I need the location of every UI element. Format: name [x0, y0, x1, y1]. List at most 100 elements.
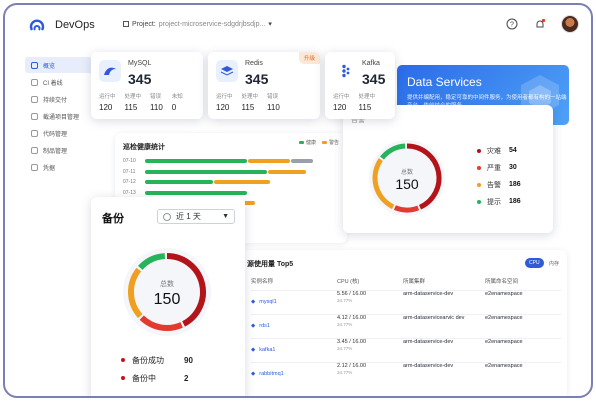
resource-usage-panel: 源使用量 Top5: [241, 250, 567, 396]
service-count: 345: [245, 71, 269, 87]
kafka-logo-icon: [333, 60, 355, 82]
instance-link[interactable]: ◆ rds1: [251, 315, 337, 336]
service-card-mysql[interactable]: MySQL 345 运行中 120 处理中 115 错误 110 未知 0: [91, 52, 203, 119]
backup-item: 备份成功 90: [121, 351, 193, 369]
chevron-down-icon: ▼: [222, 213, 229, 220]
sidebar-item-ci[interactable]: CI 着线: [25, 74, 95, 90]
namespace-cell: e2enamespace: [485, 315, 523, 321]
project-label: Project:: [132, 20, 156, 28]
time-range-select[interactable]: 近 1 天 ▼: [157, 209, 235, 224]
column-header: 实例名称: [251, 279, 274, 285]
brand-name: DevOps: [55, 19, 95, 31]
cpu-cell: 3.45 / 16.00 34.77%: [337, 339, 367, 351]
bar-healthy: [145, 159, 247, 163]
donut-segment: [380, 143, 406, 160]
instance-link[interactable]: ◆ rabbitmq1: [251, 363, 337, 384]
mysql-icon: ◆: [251, 298, 256, 305]
redis-icon: ◆: [251, 322, 256, 329]
row-label: 07-10: [123, 158, 136, 164]
service-stats: 运行中 120 处理中 115 错误 110: [216, 94, 280, 112]
alarms-legend: 灾难 54 严重 30 告警 186 提示 186: [477, 142, 521, 210]
alarm-item: 提示 186: [477, 193, 521, 210]
time-range-value: 近 1 天: [176, 212, 201, 221]
toggle-memory[interactable]: 内存: [549, 261, 560, 267]
alarms-total-label: 总数: [401, 168, 413, 176]
instance-name[interactable]: kafka1: [259, 346, 276, 353]
sidebar-item-projects[interactable]: 截通项目管理: [25, 108, 95, 124]
service-count: 345: [128, 71, 152, 87]
bar-healthy: [145, 169, 268, 174]
donut-segment: [138, 253, 166, 271]
alarm-item: 严重 30: [477, 159, 521, 176]
backup-donut-chart: 总数 150: [123, 248, 211, 336]
table-row[interactable]: ◆ rabbitmq1 2.12 / 16.00 34.77% arm-datase…: [251, 362, 561, 384]
help-icon[interactable]: ?: [505, 17, 519, 31]
instance-link[interactable]: ◆ kafka1: [251, 339, 337, 360]
instance-link[interactable]: ◆ mysql1: [251, 291, 337, 312]
sidebar-item-delivery[interactable]: 持续交付: [25, 91, 95, 107]
bar-warning: [268, 169, 307, 174]
upgrade-badge[interactable]: 升级: [298, 52, 320, 64]
instance-name[interactable]: rds1: [259, 322, 270, 329]
project-icon: [31, 112, 38, 120]
instance-name[interactable]: mysql1: [259, 298, 277, 305]
cpu-cell: 5.56 / 16.00 34.77%: [337, 291, 367, 303]
sidebar-item-label: 持续交付: [43, 97, 68, 104]
instance-name[interactable]: rabbitmq1: [259, 370, 284, 377]
bar-warning: [248, 159, 291, 163]
alarms-total-value: 150: [395, 176, 419, 192]
service-name: Kafka: [362, 60, 380, 67]
mysql-logo-icon: [99, 60, 121, 82]
sidebar-item-credentials[interactable]: 凭据: [25, 159, 95, 175]
resource-table-header: 实例名称 CPU (核) 所属集群 所属命名空间: [251, 277, 561, 285]
sidebar-item-artifacts[interactable]: 制品管理: [25, 142, 95, 158]
namespace-cell: e2enamespace: [485, 291, 523, 297]
bar-healthy: [145, 190, 247, 195]
bell-icon[interactable]: [533, 17, 547, 31]
table-row[interactable]: ◆ rds1 4.12 / 16.00 34.77% arm-dataservice…: [251, 314, 561, 336]
sidebar-item-label: 截通项目管理: [43, 114, 80, 121]
rabbitmq-icon: ◆: [251, 370, 256, 377]
kafka-icon: ◆: [251, 346, 256, 353]
artifact-icon: [31, 146, 38, 154]
column-header: 所属集群: [403, 279, 426, 285]
backup-total-value: 150: [154, 291, 181, 308]
sidebar-item-label: 代码管理: [43, 131, 68, 138]
health-title: 巡检健康统计: [123, 144, 165, 151]
bar-unknown: [291, 159, 313, 163]
sidebar-item-overview[interactable]: 概览: [25, 57, 95, 73]
project-icon: [123, 21, 129, 27]
project-value: project-microservice-sdgdrjbsdjp...: [158, 20, 266, 28]
user-avatar[interactable]: [561, 15, 579, 33]
sidebar: 概览 CI 着线 持续交付 截通项目管理 代码管理 制品管理 凭据: [25, 57, 95, 176]
service-count: 345: [362, 71, 386, 87]
alarm-item: 告警 186: [477, 176, 521, 193]
service-card-kafka[interactable]: Kafka 345 运行中 120 处理中 115: [325, 52, 395, 119]
sidebar-item-code[interactable]: 代码管理: [25, 125, 95, 141]
code-icon: [31, 129, 38, 137]
cluster-cell: arm-dataservicearvic dev: [403, 315, 465, 321]
alarms-title: 告警: [351, 117, 365, 124]
sidebar-item-label: 凭据: [43, 165, 56, 172]
backup-item: 备份中 2: [121, 369, 193, 387]
row-label: 07-11: [123, 168, 136, 175]
namespace-cell: e2enamespace: [485, 363, 523, 369]
top-bar: DevOps Project: project-microservice-sdg…: [5, 5, 591, 45]
donut-segment: [166, 253, 206, 327]
table-row[interactable]: ◆ kafka1 3.45 / 16.00 34.77% arm-dataservi…: [251, 338, 561, 360]
toggle-cpu[interactable]: CPU: [525, 258, 544, 268]
bar-warning: [214, 180, 270, 184]
cpu-cell: 4.12 / 16.00 34.77%: [337, 315, 367, 327]
clock-icon: [163, 212, 171, 221]
project-selector[interactable]: Project: project-microservice-sdgdrjbsdj…: [123, 20, 272, 28]
service-card-redis[interactable]: 升级 Redis 345 运行中 120 处理中 115 错误 110: [208, 52, 320, 119]
donut-segment: [406, 143, 442, 210]
table-row[interactable]: ◆ mysql1 5.56 / 16.00 34.77% arm-dataservi…: [251, 290, 561, 312]
legend-healthy: 健康: [298, 139, 316, 146]
backup-title: 备份: [102, 213, 124, 225]
app-frame: DevOps Project: project-microservice-sdg…: [3, 3, 593, 398]
donut-segment: [372, 158, 395, 210]
column-header: CPU (核): [337, 279, 360, 285]
svg-text:?: ?: [510, 22, 514, 29]
row-label: 07-13: [123, 189, 136, 196]
